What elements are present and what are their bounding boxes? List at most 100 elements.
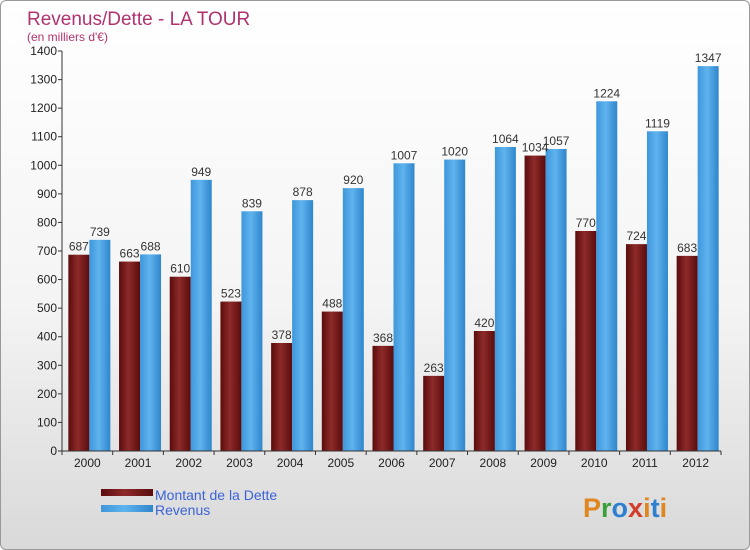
- legend: Montant de la Dette Revenus: [101, 487, 277, 518]
- x-tick-label: 2004: [277, 456, 304, 470]
- bar-debt: [372, 345, 394, 451]
- bar-debt: [423, 375, 445, 451]
- bar-revenue: [393, 163, 415, 452]
- legend-label-revenue: Revenus: [155, 502, 210, 518]
- proxiti-logo: Proxiti: [583, 493, 667, 523]
- logo-letter: P: [583, 493, 601, 523]
- logo-letter: i: [660, 493, 668, 523]
- y-tick-label: 0: [50, 444, 57, 458]
- bar-debt: [119, 261, 141, 451]
- bar-revenue: [190, 179, 212, 451]
- legend-label-debt: Montant de la Dette: [155, 487, 277, 503]
- x-tick-label: 2003: [226, 456, 253, 470]
- value-label-revenue: 1057: [543, 134, 570, 148]
- bar-debt: [524, 155, 546, 452]
- value-label-revenue: 1020: [441, 145, 468, 159]
- y-tick-label: 600: [37, 273, 57, 287]
- bar-revenue: [494, 147, 516, 451]
- logo-letter: x: [628, 493, 643, 523]
- value-label-debt: 488: [322, 297, 342, 311]
- bar-debt: [676, 255, 698, 451]
- logo-letter: i: [643, 493, 651, 523]
- value-label-debt: 368: [373, 331, 393, 345]
- x-tick-label: 2009: [530, 456, 557, 470]
- value-label-revenue: 949: [191, 165, 211, 179]
- x-tick-label: 2011: [632, 456, 658, 470]
- value-label-revenue: 1347: [695, 51, 722, 65]
- value-label-debt: 523: [221, 287, 241, 301]
- x-tick-label: 2010: [581, 456, 608, 470]
- x-tick-label: 2006: [378, 456, 405, 470]
- logo-letter: r: [601, 493, 612, 523]
- bar-revenue: [292, 200, 314, 451]
- y-tick-label: 200: [37, 387, 57, 401]
- value-label-debt: 687: [69, 240, 89, 254]
- y-tick-label: 100: [37, 415, 57, 429]
- y-tick-label: 1200: [30, 101, 57, 115]
- bar-debt: [271, 343, 293, 451]
- y-tick-label: 900: [37, 187, 57, 201]
- value-label-revenue: 1119: [645, 116, 670, 130]
- x-tick-label: 2002: [175, 456, 202, 470]
- bar-revenue: [596, 101, 618, 452]
- y-tick-label: 1400: [30, 44, 57, 58]
- value-label-revenue: 839: [242, 196, 262, 210]
- y-axis: 0 100 200 300 400 500 600 700 800 900 1000 1100 1200…: [30, 44, 63, 458]
- chart-title: Revenus/Dette - LA TOUR: [27, 9, 250, 30]
- value-label-debt: 724: [626, 229, 646, 243]
- x-tick-label: 2000: [74, 456, 101, 470]
- bar-debt: [169, 276, 191, 451]
- value-label-revenue: 1224: [593, 86, 620, 100]
- value-label-revenue: 1007: [391, 148, 418, 162]
- bar-revenue: [444, 159, 466, 452]
- bar-debt: [625, 244, 647, 451]
- y-tick-label: 1100: [31, 130, 57, 144]
- x-tick-label: 2012: [682, 456, 709, 470]
- y-tick-label: 400: [37, 330, 57, 344]
- y-tick-label: 1300: [30, 73, 57, 87]
- value-label-debt: 378: [272, 328, 292, 342]
- bar-revenue: [241, 211, 263, 451]
- bar-revenue: [89, 239, 111, 451]
- value-label-debt: 683: [677, 241, 697, 255]
- logo-letter: t: [651, 493, 660, 523]
- bar-debt: [220, 301, 242, 451]
- value-label-debt: 663: [120, 247, 140, 261]
- value-label-revenue: 878: [293, 185, 313, 199]
- y-tick-label: 700: [37, 244, 57, 258]
- bar-debt: [321, 311, 343, 451]
- bar-debt: [68, 254, 90, 451]
- value-label-debt: 610: [170, 262, 190, 276]
- bar-revenue: [140, 254, 162, 451]
- y-tick-label: 300: [37, 358, 57, 372]
- bars-group: [68, 66, 719, 452]
- value-label-debt: 263: [424, 361, 444, 375]
- x-tick-label: 2008: [480, 456, 507, 470]
- bar-debt: [473, 331, 495, 451]
- legend-swatch-revenue: [101, 505, 153, 512]
- chart-subtitle: (en milliers d'€): [27, 30, 108, 44]
- logo-letter: o: [612, 493, 629, 523]
- value-label-revenue: 920: [343, 173, 363, 187]
- x-tick-label: 2007: [429, 456, 456, 470]
- y-tick-label: 800: [37, 215, 57, 229]
- bar-debt: [575, 231, 597, 451]
- value-label-revenue: 739: [90, 225, 110, 239]
- bar-revenue: [342, 188, 364, 451]
- bar-revenue: [545, 149, 567, 451]
- value-label-revenue: 688: [141, 239, 161, 253]
- value-label-debt: 1034: [522, 141, 549, 155]
- x-tick-label: 2001: [125, 456, 152, 470]
- value-label-debt: 770: [576, 216, 596, 230]
- value-label-revenue: 1064: [492, 132, 519, 146]
- y-tick-label: 500: [37, 301, 57, 315]
- x-tick-label: 2005: [327, 456, 354, 470]
- bar-revenue: [697, 66, 719, 452]
- y-tick-label: 1000: [30, 158, 57, 172]
- x-axis: 2000 2001 2002 2003 2004 2005 2006 2007 2008 2009…: [61, 450, 722, 470]
- bar-revenue: [646, 131, 668, 452]
- legend-swatch-debt: [101, 489, 153, 496]
